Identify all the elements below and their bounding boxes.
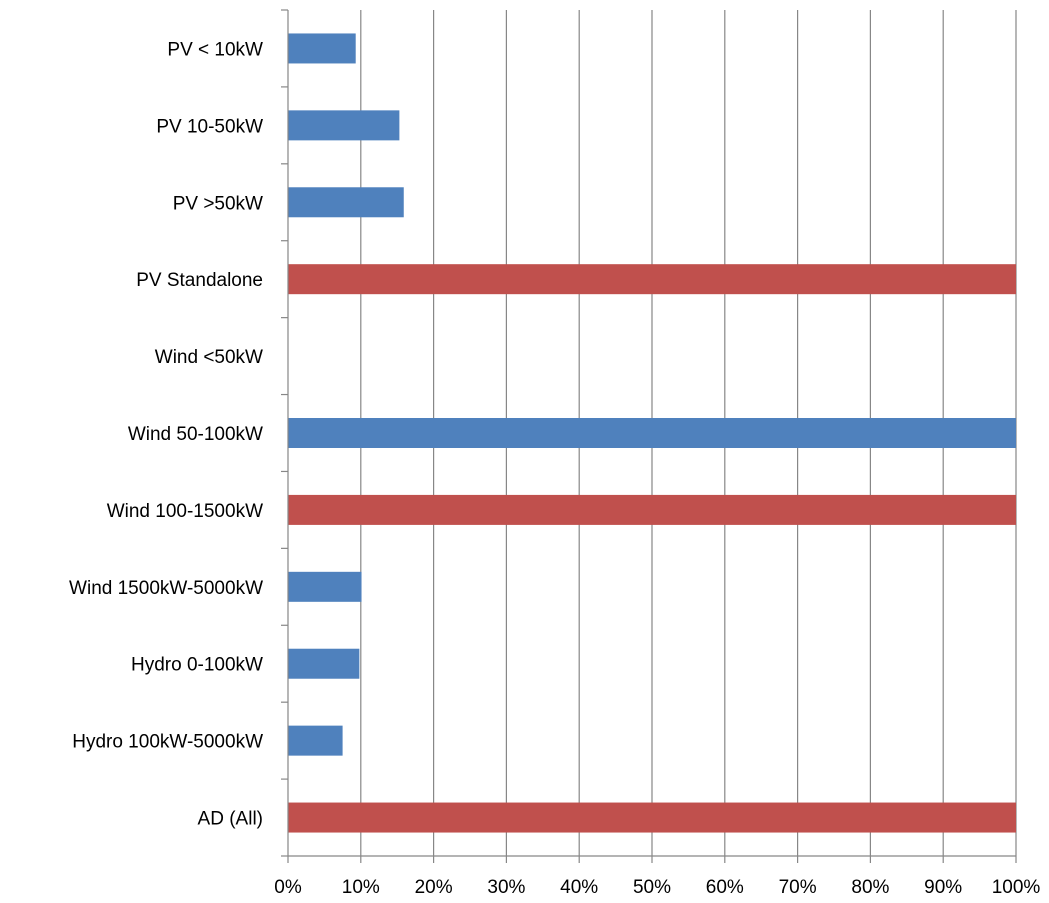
x-tick-label: 30% [487,877,525,898]
category-labels: PV < 10kW PV 10-50kW PV >50kW PV Standalone… [69,39,263,829]
x-tick-label: 100% [992,877,1041,898]
category-label: Hydro 100kW-5000kW [72,732,263,753]
x-tick-label: 40% [560,877,598,898]
category-label: Wind 1500kW-5000kW [69,578,263,599]
category-label: Wind 50-100kW [128,424,263,445]
bar-3 [288,264,1016,295]
bar-7 [288,571,362,602]
category-label: Hydro 0-100kW [131,655,263,676]
bars [288,33,1016,833]
x-tick-label: 0% [274,877,302,898]
category-label: PV >50kW [173,193,263,214]
category-label: Wind 100-1500kW [107,501,263,522]
category-label: PV Standalone [136,270,263,291]
bar-2 [288,187,404,218]
bar-10 [288,802,1016,833]
category-label: Wind <50kW [155,347,263,368]
category-label: PV < 10kW [167,39,263,60]
x-tick-label: 20% [415,877,453,898]
bar-0 [288,33,356,64]
bar-6 [288,494,1016,525]
bar-8 [288,648,360,679]
category-label: AD (All) [198,809,263,830]
x-tick-label: 50% [633,877,671,898]
bar-9 [288,725,343,756]
x-tick-label: 80% [851,877,889,898]
category-label: PV 10-50kW [156,116,263,137]
x-tick-label: 60% [706,877,744,898]
x-tick-label: 90% [924,877,962,898]
x-tick-labels: 0% 10% 20% 30% 40% 50% 60% 70% 80% 90% 100% [274,877,1040,898]
x-tick-label: 70% [779,877,817,898]
bar-1 [288,110,400,141]
x-tick-label: 10% [342,877,380,898]
axes [281,9,1017,863]
bar-5 [288,418,1016,448]
